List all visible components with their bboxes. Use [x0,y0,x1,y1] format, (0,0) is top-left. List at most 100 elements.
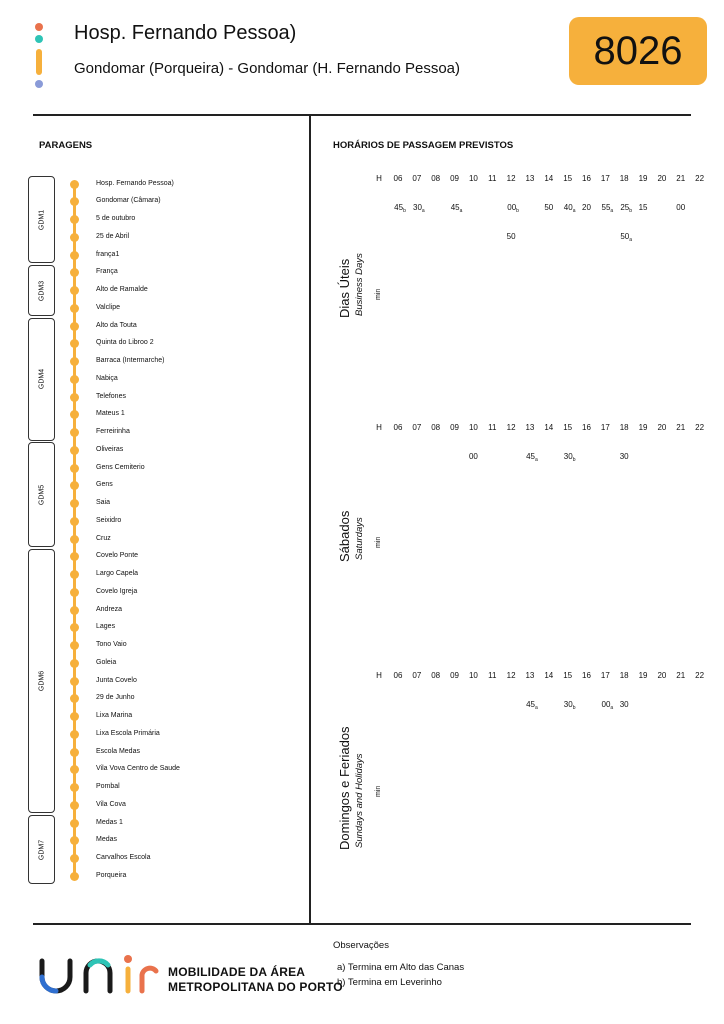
stop-name: Largo Capela [96,570,139,577]
stop-name: 25 de Abril [96,232,130,240]
stop-name: Alto de Ramalde [96,286,148,293]
departure-minute: 55a [596,203,618,214]
departure-minute: 30a [408,203,430,214]
stop-name: Mateus 1 [96,410,125,418]
zone-label: GDM1 [38,209,45,230]
note-marker: b [572,705,576,711]
stop-name: Gens Cemiterio [96,463,145,471]
stop-marker [70,783,79,792]
minute-value: 15 [638,203,648,212]
stop-name: Gens [96,481,113,489]
hour-column-header: 20 [657,671,667,680]
hour-column-header: 10 [468,671,478,680]
note-marker: a [535,705,538,711]
hour-column-header: 18 [619,174,629,183]
route-bar-yellow [36,49,42,75]
hour-column-header: 08 [431,423,441,432]
hour-column-header: 14 [544,174,554,183]
note-marker: a [610,705,614,711]
minute-value: 45 [394,203,404,212]
stop-marker [70,428,79,437]
stop-marker [70,499,79,508]
hour-column-header: 19 [638,174,648,183]
minute-value: 45 [526,452,535,461]
zone-box: GDM1 [28,176,55,263]
stop-marker [70,250,79,260]
observation-b: b) Termina em Leverinho [337,977,442,988]
stop-marker [70,623,79,633]
min-label: min [375,536,382,548]
minute-value: 00 [601,700,611,709]
min-label: min [375,785,382,797]
zone-box: GDM3 [28,264,55,317]
minute-value: 30 [413,203,422,212]
stop-marker [70,747,79,757]
hour-column-header: 21 [676,671,686,680]
hour-column-header: 16 [582,671,591,680]
stop-name: Andreza [96,605,123,613]
hour-column-header: 13 [525,671,535,680]
stops-heading: PARAGENS [39,140,93,151]
stop-name: Junta Covelo [96,676,137,684]
hour-column-header: 11 [488,174,497,183]
minute-value: 50 [620,232,630,241]
stop-name: Pombal [96,783,120,790]
departure-minute: 45a [521,452,543,463]
stop-name: Valclipe [96,303,120,311]
stop-name: Escola Medas [96,747,140,755]
day-type-title: Sábados [337,510,352,562]
observation-a: a) Termina em Alto das Canas [337,962,465,973]
stop-marker [70,374,79,384]
zone-box: GDM5 [28,442,55,547]
stop-marker [70,232,79,242]
top-divider [33,114,691,116]
minute-value: 00 [676,203,686,212]
hour-column-header: 22 [695,671,705,680]
stop-name: Porqueira [96,871,127,879]
hour-column-header: 11 [488,423,497,432]
hour-column-header: 20 [657,174,667,183]
stop-marker [70,481,79,491]
departure-minute: 45a [521,700,543,711]
minute-value: 25 [620,203,630,212]
route-dot-teal [35,35,43,43]
schedule-heading: HORÁRIOS DE PASSAGEM PREVISTOS [333,140,514,151]
stop-name: Cruz [96,534,111,542]
hour-column-header: 14 [544,671,554,680]
hour-column-header: 07 [412,423,422,432]
stop-name: França [96,268,118,276]
departure-minute: 45b [389,203,411,214]
hour-column-header: 17 [600,671,610,680]
hour-column-header: 06 [393,423,403,432]
stop-marker [70,445,79,455]
stop-marker [70,871,79,881]
departure-minute: 00 [670,203,692,212]
departure-minute: 30b [559,700,581,711]
hour-column-header: 21 [676,423,686,432]
hour-column-header: 18 [619,423,629,432]
stop-marker [70,800,79,810]
stop-marker [70,392,79,402]
route-subtitle: Gondomar (Porqueira) - Gondomar (H. Fern… [74,60,461,77]
hour-column-header: 10 [468,174,478,183]
stop-name: Lixa Escola Primária [96,729,160,737]
note-marker: a [535,457,538,463]
hour-column-header: 15 [563,671,573,680]
zone-label: GDM5 [38,484,45,505]
departure-minute: 00b [502,203,524,214]
stop-marker [70,765,79,775]
day-type-subtitle: Business Days [354,253,365,316]
hour-column-header: 12 [506,423,516,432]
observations-title: Observações [333,940,389,951]
stop-marker [70,854,79,863]
stop-name: Vila Cova [96,800,126,808]
bottom-divider [33,923,691,925]
zone-label: GDM3 [38,280,45,301]
stop-marker [70,605,79,615]
departure-minute: 20 [576,203,598,212]
stop-name: Gondomar (Câmara) [96,197,161,205]
stop-marker [70,676,79,686]
zone-label: GDM6 [38,670,45,692]
stop-marker [70,570,79,579]
hour-column-header: 13 [525,423,535,432]
